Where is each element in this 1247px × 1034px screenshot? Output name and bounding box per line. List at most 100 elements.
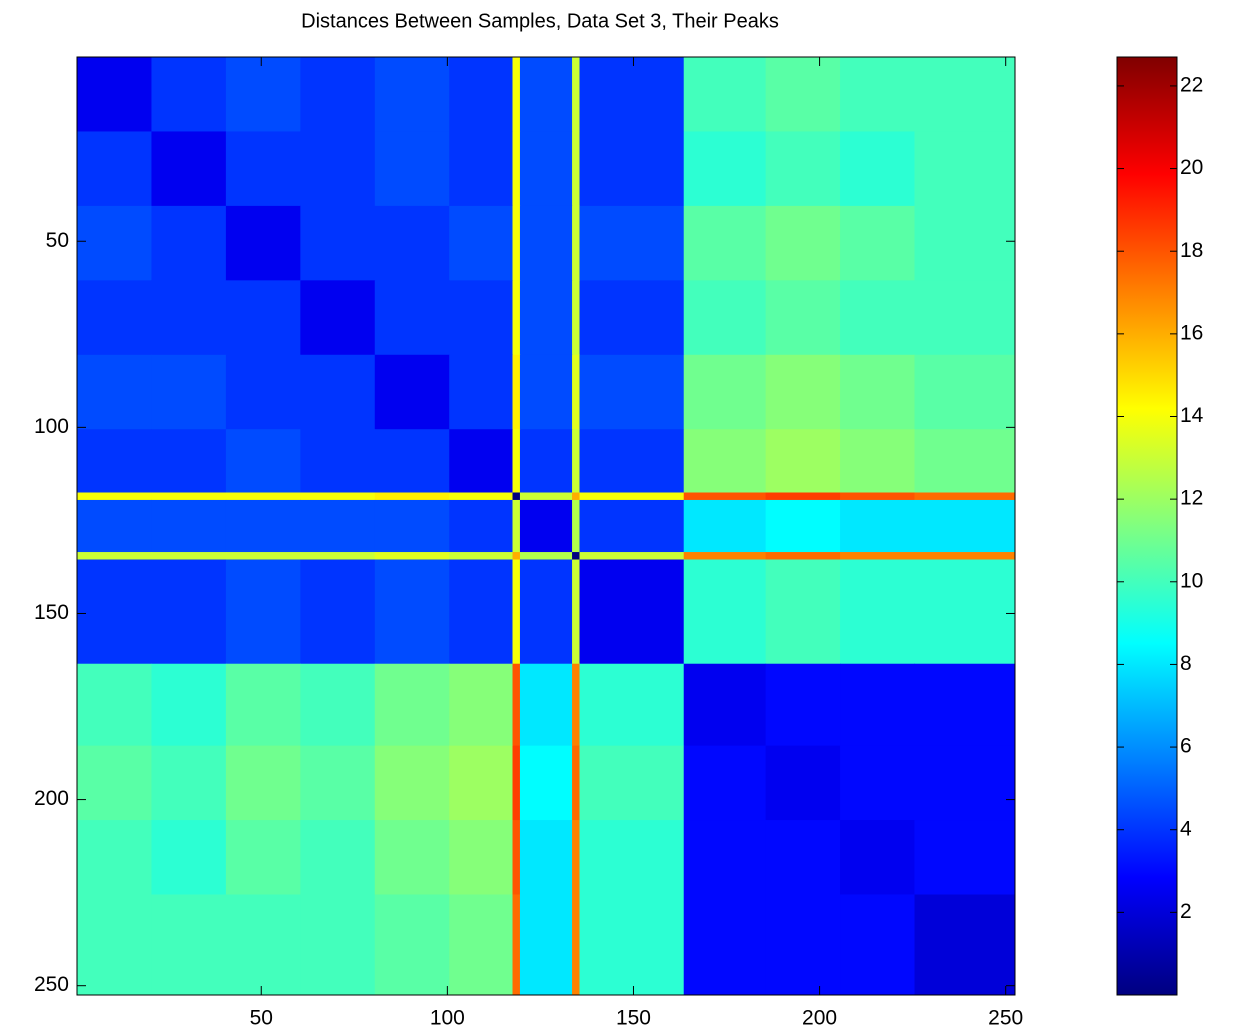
heatmap-cell [512,280,521,356]
heatmap-cell [683,205,767,281]
colorbar-tick-label: 10 [1180,569,1203,592]
heatmap-cell [374,354,450,430]
heatmap-cell [512,663,521,747]
heatmap-cell [683,280,767,356]
heatmap-cell [77,559,152,665]
heatmap-cell [519,894,573,996]
heatmap-cell [512,429,521,493]
heatmap-cell [300,559,376,665]
heatmap-cell [840,429,915,493]
heatmap-cell [765,552,841,560]
heatmap-cell [374,131,450,207]
heatmap-cell [840,205,915,281]
heatmap-cell [519,559,573,665]
heatmap-cell [683,559,767,665]
heatmap-cell [374,820,450,895]
heatmap-cell [840,57,915,132]
heatmap-cell [151,499,227,553]
heatmap-cell [914,663,1016,747]
heatmap-cell [77,492,152,501]
heatmap-cell [572,205,580,281]
heatmap-cell [512,552,521,560]
y-tick-label: 250 [34,973,69,996]
heatmap-cell [765,205,841,281]
heatmap-cell [374,552,450,560]
x-tick-label: 100 [430,1007,465,1030]
heatmap-cell [77,354,152,430]
heatmap-cell [683,57,767,132]
heatmap-cell [765,559,841,665]
heatmap-cell [579,820,685,895]
heatmap-cell [77,205,152,281]
heatmap-cell [151,820,227,895]
heatmap-cell [519,499,573,553]
heatmap-cell [579,429,685,493]
heatmap-cell [77,57,152,132]
heatmap-cell [765,131,841,207]
heatmap-cell [300,745,376,821]
heatmap-cell [840,131,915,207]
heatmap-cell [579,131,685,207]
colorbar-tick-label: 2 [1180,900,1192,923]
heatmap-cell [300,280,376,356]
x-tick-label: 200 [802,1007,837,1030]
heatmap-cell [77,663,152,747]
heatmap-cell [840,663,915,747]
heatmap-cell [449,663,513,747]
heatmap-cell [914,820,1016,895]
heatmap-cell [300,663,376,747]
heatmap-cell [683,429,767,493]
colorbar-tick-label: 22 [1180,73,1203,96]
heatmap-cell [374,499,450,553]
heatmap-cell [840,559,915,665]
heatmap-cell [449,559,513,665]
heatmap-cell [840,820,915,895]
heatmap-cell [579,57,685,132]
heatmap-cell [519,663,573,747]
heatmap-cell [449,205,513,281]
heatmap-cell [151,280,227,356]
heatmap-cell [683,663,767,747]
heatmap-cell [683,354,767,430]
heatmap-cell [683,894,767,996]
heatmap-cell [840,280,915,356]
heatmap-cell [579,894,685,996]
heatmap-cell [300,492,376,501]
heatmap-cell [579,205,685,281]
heatmap-cell [225,492,301,501]
heatmap-cell [765,492,841,501]
heatmap-cell [579,499,685,553]
x-tick-label: 50 [250,1007,273,1030]
heatmap-cell [572,280,580,356]
heatmap-cell [519,745,573,821]
heatmap-cell [77,552,152,560]
heatmap-cell [765,820,841,895]
heatmap-cell [225,280,301,356]
heatmap-cell [225,205,301,281]
colorbar-tick-label: 20 [1180,156,1203,179]
heatmap-cell [512,57,521,132]
heatmap-cell [519,820,573,895]
heatmap-cell [300,820,376,895]
heatmap-cell [572,429,580,493]
colorbar-frame [1116,56,1178,996]
heatmap-cell [519,492,573,501]
heatmap-cell [519,131,573,207]
heatmap-cell [840,745,915,821]
heatmap-cell [225,57,301,132]
heatmap-cell [374,559,450,665]
heatmap-cell [300,205,376,281]
heatmap-cell [300,499,376,553]
heatmap-cell [914,894,1016,996]
y-tick-label: 200 [34,787,69,810]
chart-title: Distances Between Samples, Data Set 3, T… [301,10,779,32]
heatmap-cell [77,499,152,553]
heatmap-cell [683,499,767,553]
colorbar-tick-label: 18 [1180,239,1203,262]
heatmap-cell [449,745,513,821]
heatmap-cell [512,131,521,207]
heatmap-cell [519,57,573,132]
heatmap-cell [151,552,227,560]
heatmap-cell [579,280,685,356]
heatmap-cell [579,663,685,747]
